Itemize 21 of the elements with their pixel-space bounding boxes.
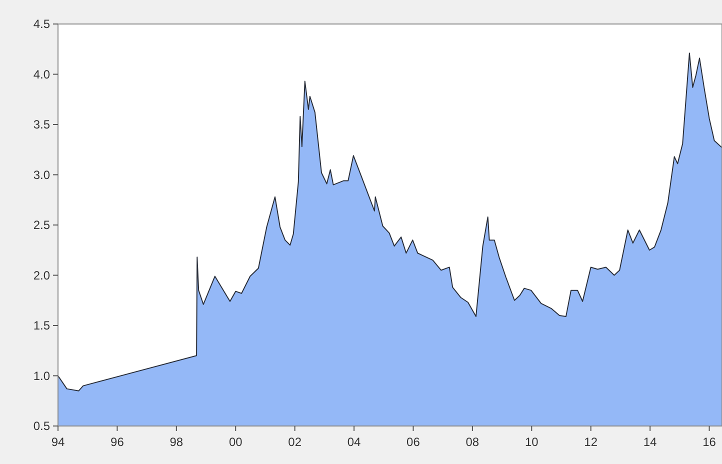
x-tick-label: 10	[524, 435, 539, 449]
y-tick-label: 3.0	[33, 168, 50, 182]
x-tick-label: 06	[406, 435, 420, 449]
y-tick-label: 1.5	[33, 318, 50, 333]
y-tick-label: 2.0	[33, 268, 50, 282]
x-tick-label: 94	[51, 435, 65, 449]
x-tick-label: 12	[584, 435, 598, 449]
y-tick-label: 1.0	[33, 368, 50, 383]
x-tick-label: 00	[228, 435, 243, 449]
x-tick-label: 16	[702, 435, 716, 449]
y-tick-label: 2.5	[33, 218, 50, 232]
x-tick-label: 96	[110, 435, 124, 449]
x-tick-label: 14	[643, 435, 658, 449]
y-tick-label: 4.5	[33, 17, 50, 32]
y-tick-label: 3.5	[33, 118, 50, 132]
x-tick-label: 02	[288, 435, 302, 449]
x-tick-label: 04	[347, 435, 362, 449]
y-tick-label: 4.0	[33, 67, 50, 82]
y-tick-label: 0.5	[33, 419, 50, 434]
x-tick-label: 08	[466, 435, 480, 449]
x-tick-label: 98	[170, 435, 184, 449]
